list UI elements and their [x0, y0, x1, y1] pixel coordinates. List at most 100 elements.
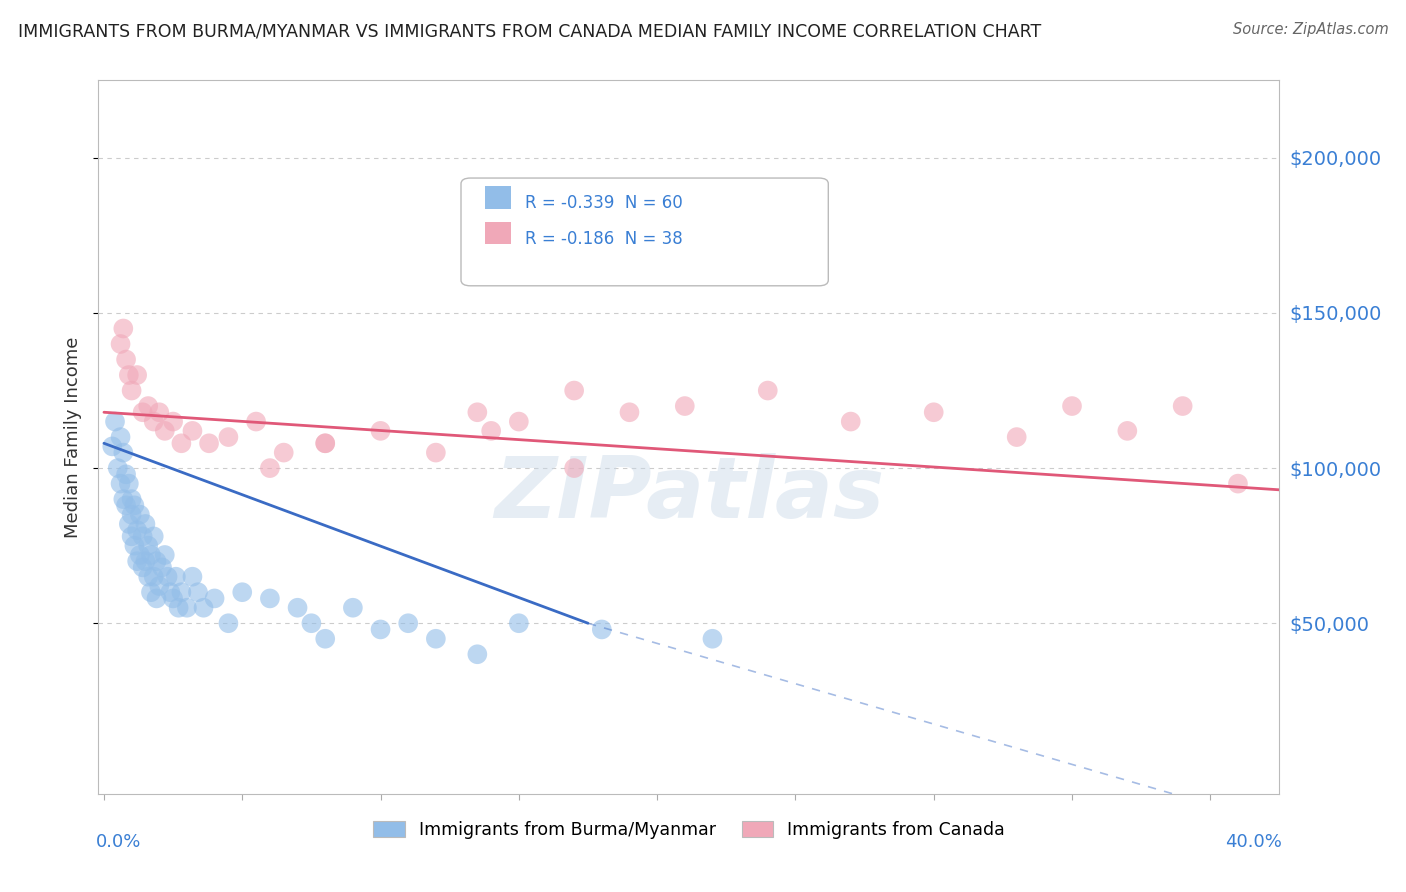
- Point: [110, 476, 132, 491]
- Point: [142, 415, 165, 429]
- Point: [153, 548, 176, 562]
- Point: [107, 461, 129, 475]
- Point: [370, 623, 392, 637]
- Point: [115, 467, 138, 482]
- Point: [673, 399, 696, 413]
- Text: R = -0.339  N = 60: R = -0.339 N = 60: [524, 194, 682, 212]
- Point: [314, 632, 336, 646]
- Point: [129, 508, 152, 522]
- Point: [121, 508, 143, 522]
- Point: [156, 570, 179, 584]
- Point: [124, 539, 146, 553]
- Point: [148, 579, 170, 593]
- Point: [115, 352, 138, 367]
- Point: [134, 554, 156, 568]
- Point: [115, 499, 138, 513]
- Point: [121, 492, 143, 507]
- Point: [134, 516, 156, 531]
- Point: [170, 436, 193, 450]
- Point: [104, 415, 127, 429]
- Point: [167, 600, 190, 615]
- Point: [131, 405, 153, 419]
- Point: [193, 600, 215, 615]
- FancyBboxPatch shape: [461, 178, 828, 285]
- Point: [136, 570, 159, 584]
- Text: 40.0%: 40.0%: [1225, 833, 1282, 851]
- Point: [112, 321, 135, 335]
- Point: [127, 554, 149, 568]
- Point: [118, 368, 141, 382]
- Point: [121, 384, 143, 398]
- Point: [702, 632, 724, 646]
- Point: [370, 424, 392, 438]
- Point: [259, 461, 281, 475]
- Point: [299, 616, 322, 631]
- Point: [139, 548, 162, 562]
- Point: [591, 623, 613, 637]
- Point: [287, 600, 309, 615]
- Point: [162, 415, 184, 429]
- Point: [153, 424, 176, 438]
- Point: [1005, 430, 1028, 444]
- Point: [425, 445, 447, 459]
- Point: [142, 529, 165, 543]
- Point: [562, 461, 585, 475]
- Point: [1060, 399, 1083, 413]
- Point: [176, 600, 198, 615]
- Point: [112, 445, 135, 459]
- Text: 0.0%: 0.0%: [96, 833, 142, 851]
- Point: [314, 436, 336, 450]
- Point: [342, 600, 364, 615]
- Point: [479, 424, 502, 438]
- Text: IMMIGRANTS FROM BURMA/MYANMAR VS IMMIGRANTS FROM CANADA MEDIAN FAMILY INCOME COR: IMMIGRANTS FROM BURMA/MYANMAR VS IMMIGRA…: [18, 22, 1042, 40]
- FancyBboxPatch shape: [485, 186, 510, 209]
- Point: [101, 439, 124, 453]
- Point: [136, 539, 159, 553]
- Point: [127, 368, 149, 382]
- Point: [121, 529, 143, 543]
- Point: [181, 424, 204, 438]
- Point: [118, 476, 141, 491]
- Point: [165, 570, 187, 584]
- Point: [314, 436, 336, 450]
- Point: [231, 585, 253, 599]
- Point: [118, 516, 141, 531]
- Point: [110, 430, 132, 444]
- Point: [110, 337, 132, 351]
- Point: [145, 591, 167, 606]
- Point: [508, 415, 530, 429]
- Point: [922, 405, 945, 419]
- Point: [1226, 476, 1249, 491]
- Point: [170, 585, 193, 599]
- Text: Source: ZipAtlas.com: Source: ZipAtlas.com: [1233, 22, 1389, 37]
- Point: [131, 529, 153, 543]
- Point: [619, 405, 641, 419]
- Point: [217, 616, 239, 631]
- Point: [136, 399, 159, 413]
- Point: [150, 560, 173, 574]
- Point: [259, 591, 281, 606]
- Point: [148, 405, 170, 419]
- Point: [217, 430, 239, 444]
- Point: [127, 523, 149, 537]
- Point: [142, 570, 165, 584]
- Legend: Immigrants from Burma/Myanmar, Immigrants from Canada: Immigrants from Burma/Myanmar, Immigrant…: [367, 814, 1011, 846]
- Text: ZIPatlas: ZIPatlas: [494, 452, 884, 536]
- Point: [187, 585, 209, 599]
- Point: [139, 585, 162, 599]
- Point: [245, 415, 267, 429]
- Point: [756, 384, 779, 398]
- Point: [204, 591, 226, 606]
- Point: [425, 632, 447, 646]
- Point: [198, 436, 221, 450]
- Point: [396, 616, 419, 631]
- Point: [112, 492, 135, 507]
- Point: [562, 384, 585, 398]
- FancyBboxPatch shape: [485, 221, 510, 244]
- Point: [145, 554, 167, 568]
- Point: [839, 415, 862, 429]
- Point: [273, 445, 295, 459]
- Point: [467, 405, 489, 419]
- Point: [181, 570, 204, 584]
- Point: [124, 499, 146, 513]
